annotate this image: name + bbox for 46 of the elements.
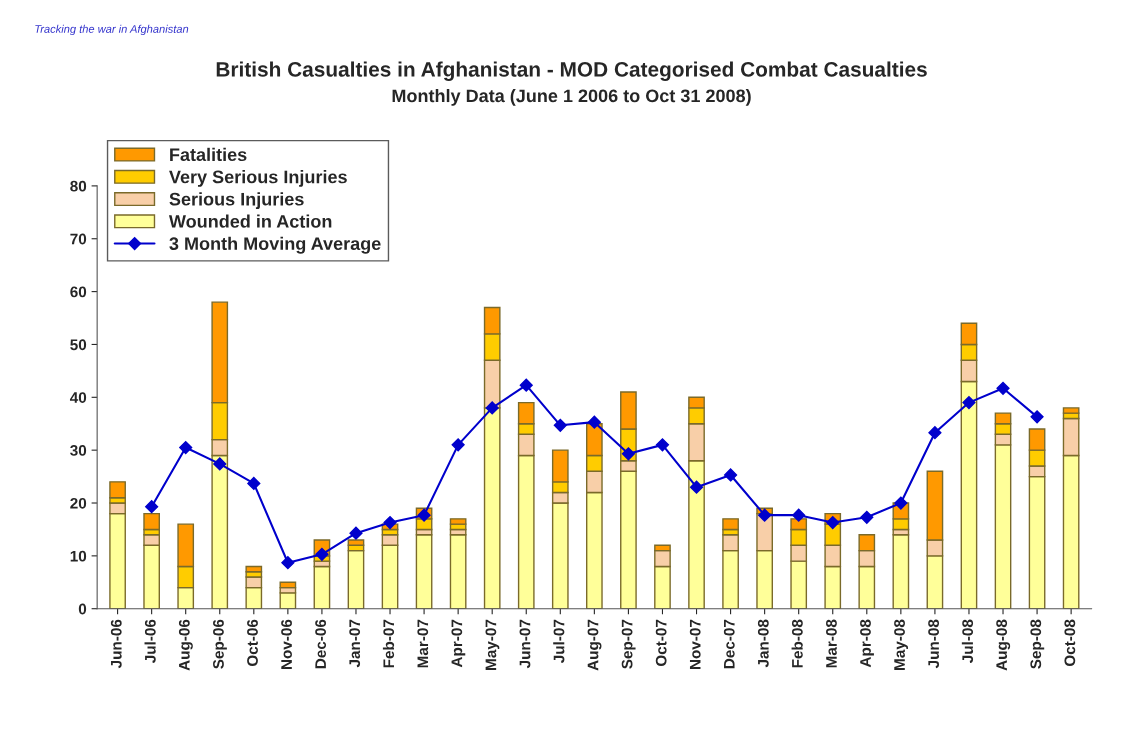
x-tick-label: Aug-06 [178, 619, 193, 671]
chart-title: British Casualties in Afghanistan - MOD Categorised Combat Casualties [216, 61, 927, 81]
x-tick-label: Feb-08 [791, 619, 803, 668]
x-tick-label: Aug-07 [587, 619, 602, 671]
x-tick-label: Mar-07 [417, 619, 429, 668]
legend-label: Fatalities [170, 147, 247, 162]
legend-label: Wounded in Action [168, 214, 332, 228]
legend-label: Serious Injuries [169, 192, 304, 210]
x-tick-label: Jun-08 [928, 619, 940, 669]
x-tick-label: Jun-06 [110, 619, 122, 669]
x-tick-label: Jan-08 [757, 619, 769, 668]
x-tick-label: Dec-07 [723, 619, 735, 669]
x-tick-label: Dec-06 [315, 619, 327, 669]
x-tick-label: Apr-07 [451, 619, 466, 668]
y-tick-label: 60 [70, 286, 87, 298]
x-tick-label: Mar-08 [826, 619, 837, 668]
x-tick-label: Sep-07 [621, 619, 636, 669]
y-tick-label: 70 [70, 233, 87, 245]
x-tick-label: May-07 [485, 619, 500, 670]
x-tick-label: Nov-06 [281, 619, 292, 670]
x-tick-label: Nov-07 [689, 619, 701, 670]
y-tick-label: 40 [69, 392, 87, 403]
legend-label: Very Serious Injuries [169, 170, 347, 187]
y-tick-label: 20 [70, 497, 87, 509]
y-tick-label: 10 [70, 550, 87, 562]
x-tick-label: Sep-08 [1030, 619, 1045, 669]
x-tick-label: Jul-07 [553, 619, 565, 664]
x-tick-label: Jun-07 [519, 619, 531, 669]
y-tick-label: 30 [70, 445, 87, 456]
x-tick-label: Jul-06 [144, 619, 156, 664]
x-tick-label: May-08 [894, 619, 908, 670]
x-tick-label: Oct-08 [1064, 619, 1076, 667]
x-tick-label: Oct-07 [655, 619, 667, 667]
x-tick-label: Feb-07 [382, 619, 395, 668]
x-tick-label: Sep-06 [213, 619, 227, 669]
x-tick-label: Apr-08 [860, 619, 874, 668]
x-tick-label: Oct-06 [247, 619, 258, 667]
text: Tracking the war in Afghanistan [35, 24, 189, 36]
y-tick-label: 50 [70, 339, 87, 351]
legend-label: 3 Month Moving Average [169, 236, 381, 254]
y-tick-label: 0 [78, 603, 87, 615]
y-tick-label: 80 [70, 180, 87, 192]
x-tick-label: Jan-07 [349, 619, 361, 668]
x-tick-label: Jul-08 [961, 619, 974, 664]
x-tick-label: Aug-08 [996, 619, 1011, 671]
chart-subtitle: Monthly Data (June 1 2006 to Oct 31 2008) [392, 88, 751, 106]
